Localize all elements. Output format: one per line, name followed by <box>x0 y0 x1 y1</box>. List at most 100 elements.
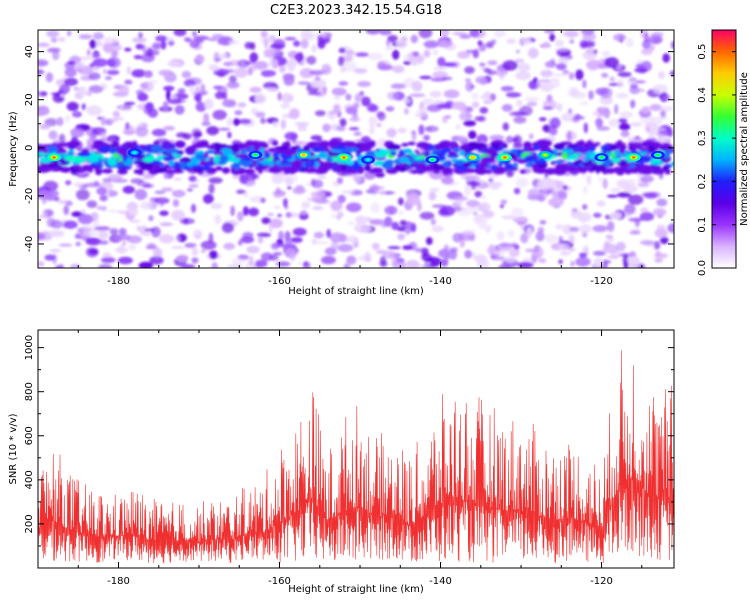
spectrogram-band-cell <box>213 156 220 164</box>
spectrogram-noise-blob <box>63 220 78 229</box>
spectrogram-noise-blob <box>493 250 505 255</box>
spectrogram-noise-blob <box>64 67 77 78</box>
spectrogram-noise-blob <box>77 214 94 225</box>
spectrogram-noise-blob <box>464 66 475 74</box>
spectrogram-noise-blob <box>144 49 160 56</box>
spectrogram-noise-blob <box>387 91 400 101</box>
spectrogram-band-cell <box>388 144 401 150</box>
spectrogram-band-cell <box>241 148 248 153</box>
spectrogram-noise-blob <box>420 264 427 268</box>
spectrogram-noise-blob <box>474 116 485 122</box>
spectrogram-noise-blob <box>601 50 611 57</box>
spectrogram-noise-blob <box>567 130 572 142</box>
spectrogram-x-axis-label: Height of straight line (km) <box>288 286 424 297</box>
spectrogram-noise-blob <box>500 85 514 92</box>
spectrogram-noise-blob <box>212 34 224 39</box>
spectrogram-band-cell <box>484 169 492 174</box>
spectrogram-band-cell <box>616 167 625 176</box>
spectrogram-noise-blob <box>305 33 318 38</box>
spectrogram-band-cell <box>164 148 179 154</box>
spectrogram-noise-blob <box>280 102 291 109</box>
spectrogram-noise-blob <box>409 93 426 98</box>
spectrogram-band-cell <box>567 144 575 149</box>
spectrogram-band-cell <box>114 140 120 149</box>
spectrogram-noise-blob <box>555 223 564 230</box>
spectrogram-noise-blob <box>310 191 326 199</box>
spectrogram-noise-blob <box>513 116 527 124</box>
spectrogram-noise-blob <box>337 194 346 204</box>
spectrogram-noise-blob <box>232 175 242 179</box>
spectrogram-noise-blob <box>251 61 257 72</box>
spectrogram-noise-blob <box>654 258 663 263</box>
spectrogram-noise-blob <box>609 211 622 220</box>
spectrogram-noise-blob <box>140 82 149 90</box>
spectrogram-noise-blob <box>125 122 130 130</box>
spectrogram-noise-blob <box>617 71 632 78</box>
y-tick-label: 20 <box>24 93 35 106</box>
spectrogram-noise-blob <box>512 142 524 149</box>
spectrogram-noise-blob <box>148 215 154 222</box>
spectrogram-band-cell <box>562 151 568 160</box>
spectrogram-noise-blob <box>314 199 330 204</box>
spectrogram-noise-blob <box>111 50 119 58</box>
spectrogram-noise-blob <box>271 242 283 248</box>
x-tick-label: -180 <box>107 576 130 587</box>
spectrogram-band-cell <box>415 156 423 160</box>
spectrogram-noise-blob <box>524 248 540 253</box>
spectrogram-noise-blob <box>554 39 564 47</box>
spectrogram-noise-blob <box>656 198 668 207</box>
spectrogram-noise-blob <box>237 211 244 222</box>
spectrogram-band-cell <box>261 160 271 166</box>
spectrogram-band-cell <box>108 148 119 152</box>
spectrogram-noise-blob <box>417 107 428 118</box>
y-tick-label: 1000 <box>24 335 35 360</box>
spectrogram-noise-blob <box>183 217 189 225</box>
spectrogram-noise-blob <box>515 216 529 225</box>
spectrogram-peak-core <box>470 156 475 159</box>
spectrogram-noise-blob <box>652 37 661 45</box>
spectrogram-noise-blob <box>398 197 404 206</box>
spectrogram-noise-blob <box>269 218 283 229</box>
spectrogram-band-cell <box>162 156 174 162</box>
spectrogram-noise-blob <box>640 48 653 56</box>
spectrogram-peak-core <box>253 153 258 157</box>
spectrogram-noise-blob <box>466 181 481 186</box>
spectrogram-noise-blob <box>138 261 153 268</box>
spectrogram-noise-blob <box>459 112 473 121</box>
spectrogram-band-cell <box>269 160 274 167</box>
spectrogram-band-cell <box>289 166 301 170</box>
spectrogram-noise-blob <box>293 40 301 47</box>
spectrogram-noise-blob <box>667 223 674 233</box>
spectrogram-noise-blob <box>556 63 567 71</box>
spectrogram-band-cell <box>286 140 290 147</box>
spectrogram-noise-blob <box>110 44 123 52</box>
spectrogram-noise-blob <box>431 225 444 233</box>
spectrogram-noise-blob <box>98 264 113 268</box>
spectrogram-band-cell <box>490 165 498 171</box>
spectrogram-noise-blob <box>357 81 371 87</box>
spectrogram-noise-blob <box>330 241 339 250</box>
spectrogram-noise-blob <box>201 121 211 126</box>
spectrogram-noise-blob <box>442 62 458 67</box>
spectrogram-noise-blob <box>280 119 287 130</box>
spectrogram-noise-blob <box>582 79 587 89</box>
spectrogram-noise-blob <box>538 258 547 264</box>
spectrogram-band-cell <box>553 168 567 176</box>
spectrogram-noise-blob <box>345 93 352 101</box>
spectrogram-noise-blob <box>615 241 626 252</box>
spectrogram-noise-blob <box>355 215 368 224</box>
spectrogram-band-cell <box>221 167 231 174</box>
spectrogram-band-cell <box>414 158 429 164</box>
spectrogram-noise-blob <box>564 172 571 176</box>
spectrogram-noise-blob <box>65 114 71 123</box>
spectrogram-noise-blob <box>597 106 610 115</box>
spectrogram-noise-blob <box>653 240 661 250</box>
spectrogram-noise-blob <box>526 101 538 107</box>
spectrogram-noise-blob <box>311 238 318 245</box>
spectrogram-noise-blob <box>478 62 486 66</box>
spectrogram-band-cell <box>575 149 584 153</box>
spectrogram-noise-blob <box>337 177 343 185</box>
spectrogram-band-cell <box>459 150 465 156</box>
spectrogram-noise-blob <box>429 90 442 98</box>
spectrogram-band-cell <box>219 155 229 162</box>
